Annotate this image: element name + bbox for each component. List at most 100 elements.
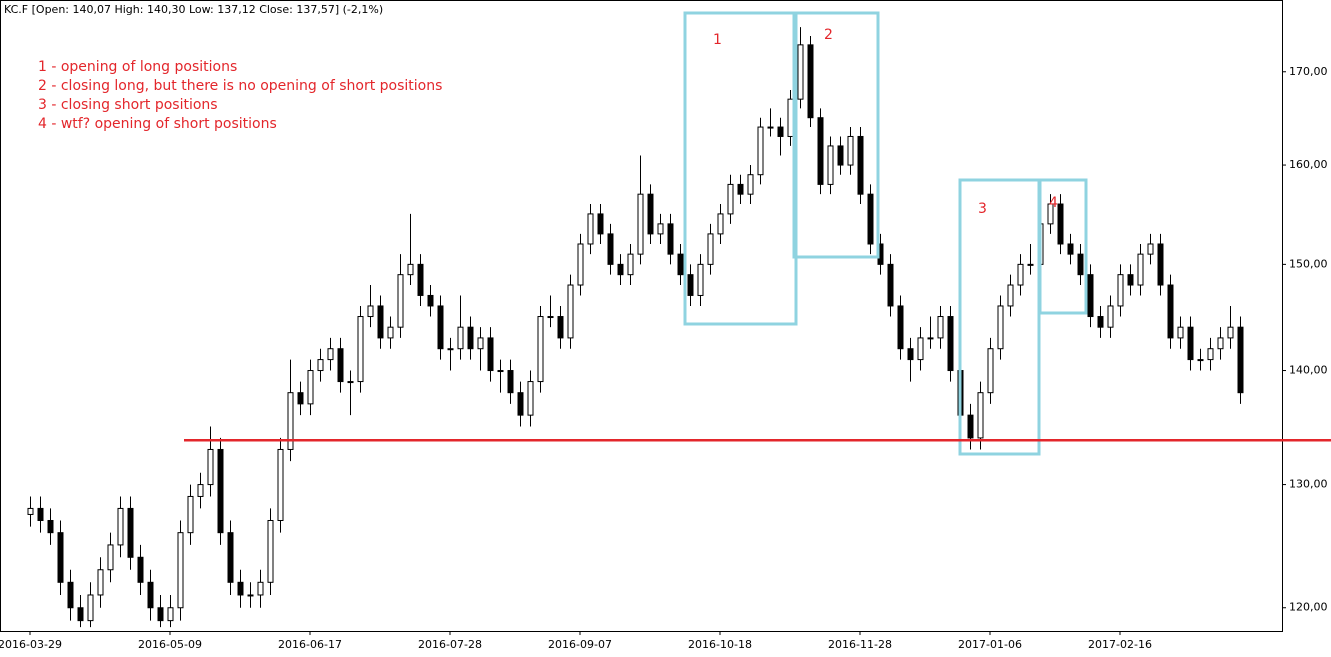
candle-body <box>787 98 794 137</box>
box-label: 2 <box>824 27 833 43</box>
candle-body <box>497 370 504 373</box>
box-label: 4 <box>1049 195 1058 211</box>
candle-body <box>1157 243 1164 286</box>
x-tick-label: 2016-09-07 <box>548 638 612 651</box>
candle-body <box>647 193 654 235</box>
x-tick-label: 2017-01-06 <box>958 638 1022 651</box>
candle-body <box>547 316 554 319</box>
candle-body <box>1117 274 1124 307</box>
candle-body <box>837 145 844 166</box>
candle-body <box>417 263 424 296</box>
candle-body <box>397 274 404 328</box>
candle-body <box>127 507 134 558</box>
candle-body <box>467 326 474 350</box>
candle-body <box>387 326 394 339</box>
candle-body <box>1007 284 1014 307</box>
candle-body <box>757 126 764 176</box>
candle-body <box>1077 253 1084 276</box>
candle-body <box>437 305 444 350</box>
candle-body <box>487 337 494 372</box>
candle-body <box>347 381 354 384</box>
annotation: 1 - opening of long positions <box>38 59 237 75</box>
y-tick-label: 120,00 <box>1289 601 1328 614</box>
candle-body <box>867 193 874 245</box>
candle-body <box>617 263 624 276</box>
x-tick-label: 2016-05-09 <box>138 638 202 651</box>
candle-body <box>847 135 854 166</box>
candle-body <box>107 544 114 571</box>
candle-body <box>827 145 834 185</box>
candle-body <box>117 507 124 546</box>
candle-body <box>237 581 244 596</box>
candle-body <box>917 337 924 361</box>
candle-body <box>1207 348 1214 361</box>
candle-body <box>1177 326 1184 339</box>
candle-body <box>627 253 634 276</box>
candle-body <box>367 305 374 318</box>
candle-body <box>377 305 384 339</box>
highlight-box <box>1038 178 1088 315</box>
candle-body <box>97 569 104 596</box>
y-tick-label: 140,00 <box>1289 364 1328 377</box>
x-tick-label: 2016-07-28 <box>418 638 482 651</box>
candle-body <box>477 337 484 350</box>
plot-frame <box>0 0 1283 632</box>
candle-body <box>527 381 534 416</box>
candle-body <box>707 233 714 265</box>
y-tick-label: 150,00 <box>1289 257 1328 270</box>
candle-body <box>1097 316 1104 328</box>
candle-body <box>777 126 784 137</box>
candle-body <box>47 519 54 534</box>
box-label: 1 <box>713 32 722 48</box>
candle-body <box>607 233 614 265</box>
y-tick-label: 130,00 <box>1289 478 1328 491</box>
candle-body <box>1067 243 1074 255</box>
candle-body <box>667 223 674 255</box>
candle-body <box>207 448 214 486</box>
candle-body <box>157 607 164 622</box>
candle-body <box>657 223 664 235</box>
candle-body <box>187 495 194 534</box>
candle-body <box>1167 284 1174 339</box>
annotation: 2 - closing long, but there is no openin… <box>38 78 442 94</box>
candle-body <box>287 392 294 450</box>
x-tick-label: 2017-02-16 <box>1088 638 1152 651</box>
candle-body <box>887 263 894 307</box>
candle-body <box>937 316 944 339</box>
candle-body <box>517 392 524 416</box>
candle-body <box>447 348 454 351</box>
candle-body <box>87 594 94 622</box>
candle-body <box>747 174 754 195</box>
candle-body <box>407 263 414 276</box>
candle-body <box>147 581 154 609</box>
candle-body <box>1227 326 1234 339</box>
candle-body <box>767 126 774 129</box>
candle-body <box>897 305 904 350</box>
candle-body <box>597 213 604 235</box>
x-tick-label: 2016-10-18 <box>688 638 752 651</box>
candle-body <box>337 348 344 383</box>
candle-body <box>857 135 864 195</box>
candle-body <box>687 274 694 296</box>
annotation: 3 - closing short positions <box>38 97 218 113</box>
candle-body <box>1137 253 1144 286</box>
candle-body <box>277 448 284 521</box>
highlight-box <box>683 11 798 326</box>
candle-body <box>727 183 734 215</box>
candle-body <box>1087 274 1094 318</box>
candle-body <box>737 183 744 195</box>
candle-body <box>1217 337 1224 350</box>
candle-body <box>807 44 814 119</box>
x-tick-label: 2016-11-28 <box>828 638 892 651</box>
candle-body <box>637 193 644 255</box>
candle-body <box>907 348 914 361</box>
candle-body <box>1027 263 1034 266</box>
x-tick-label: 2016-03-29 <box>0 638 62 651</box>
candle-body <box>177 532 184 609</box>
chart-title: KC.F [Open: 140,07 High: 140,30 Low: 137… <box>4 3 383 16</box>
candle-body <box>267 519 274 583</box>
candle-body <box>247 594 254 597</box>
x-tick-label: 2016-06-17 <box>278 638 342 651</box>
candle-body <box>677 253 684 276</box>
